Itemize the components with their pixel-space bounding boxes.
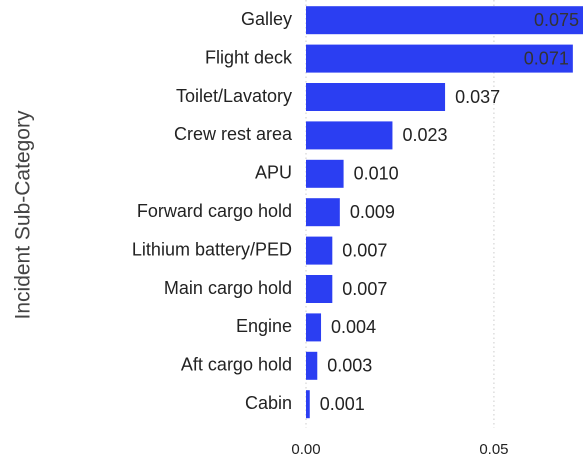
value-label: 0.023 <box>402 125 447 145</box>
y-tick-label: Galley <box>241 9 292 29</box>
value-label: 0.075 <box>534 10 579 30</box>
y-tick-label: Main cargo hold <box>164 278 292 298</box>
bar <box>306 351 318 380</box>
bar <box>306 44 573 73</box>
bars <box>306 6 583 419</box>
y-tick-label: Cabin <box>245 393 292 413</box>
bar <box>306 236 333 265</box>
y-tick-label: Crew rest area <box>174 124 293 144</box>
bar <box>306 6 583 35</box>
y-tick-label: Lithium battery/PED <box>132 239 292 259</box>
y-tick-label: Engine <box>236 316 292 336</box>
bar <box>306 83 446 111</box>
value-label: 0.071 <box>524 48 569 68</box>
value-label: 0.001 <box>320 394 365 414</box>
labels: 0.00 0.05 Galley 0.075 Flight deck 0.071 Toile… <box>132 9 579 458</box>
bar <box>306 159 344 188</box>
y-tick-label: Flight deck <box>205 47 293 67</box>
y-tick-label: Toilet/Lavatory <box>176 86 292 106</box>
value-label: 0.037 <box>455 87 500 107</box>
x-tick-label: 0.00 <box>291 441 320 458</box>
value-label: 0.010 <box>354 164 399 184</box>
y-axis-title: Incident Sub-Category <box>12 110 35 319</box>
bar <box>306 390 310 419</box>
bar <box>306 275 333 303</box>
y-tick-label: APU <box>255 163 292 183</box>
bar <box>306 313 322 342</box>
value-label: 0.003 <box>327 356 372 376</box>
value-label: 0.004 <box>331 317 376 337</box>
y-tick-label: Aft cargo hold <box>181 355 292 375</box>
value-label: 0.007 <box>342 279 387 299</box>
x-tick-label: 0.05 <box>479 441 508 458</box>
value-label: 0.007 <box>342 240 387 260</box>
bar <box>306 121 393 150</box>
y-tick-label: Forward cargo hold <box>137 201 292 221</box>
value-label: 0.009 <box>350 202 395 222</box>
bar <box>306 198 340 227</box>
